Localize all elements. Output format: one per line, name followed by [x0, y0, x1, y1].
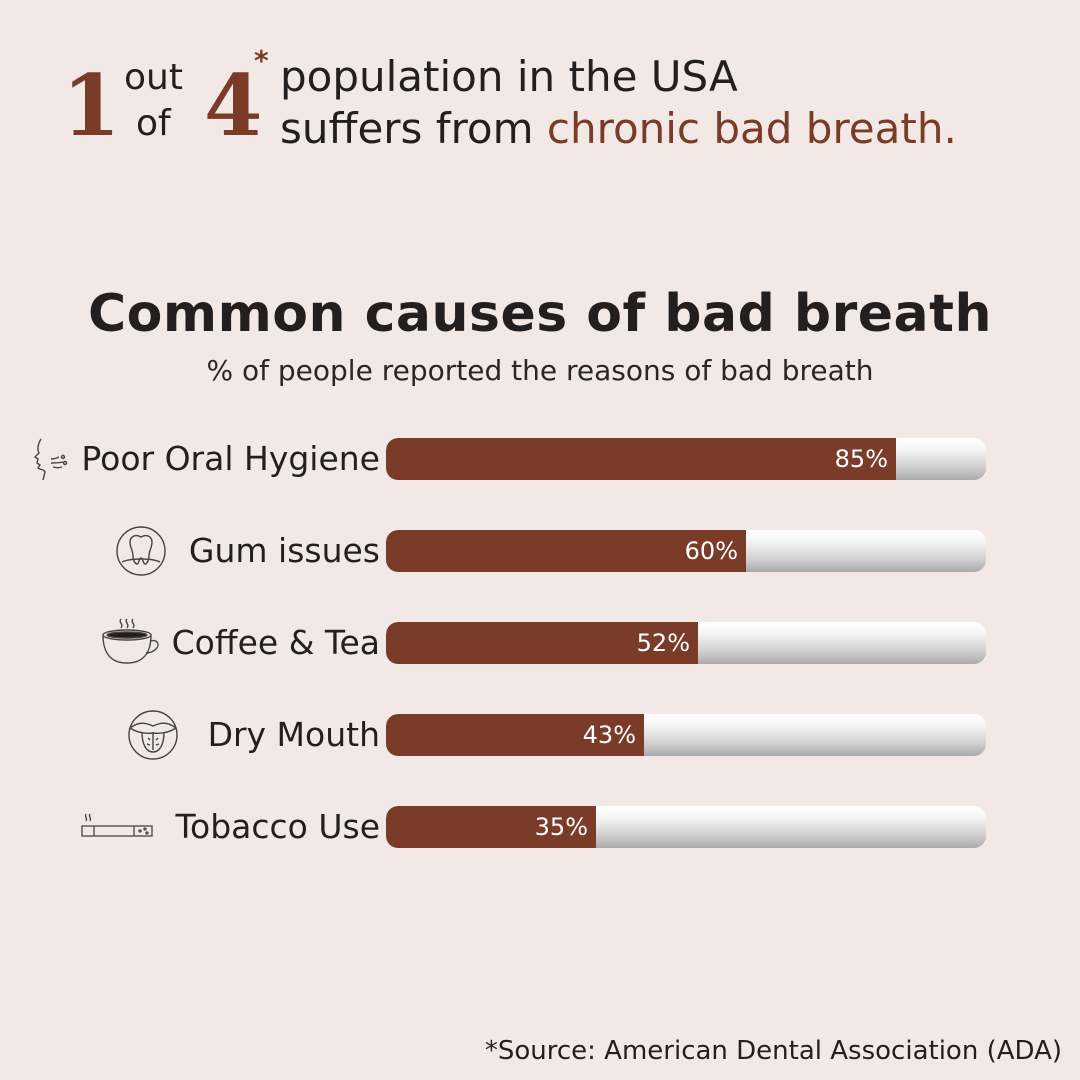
category-label: Tobacco Use — [175, 807, 380, 846]
bar-track: 35% — [386, 806, 986, 848]
bar-row: Poor Oral Hygiene 85% — [0, 438, 1080, 481]
breath-face-icon — [22, 438, 72, 481]
bar-fill: 35% — [386, 806, 596, 848]
bar-fill: 52% — [386, 622, 698, 664]
cigarette-icon — [78, 806, 156, 848]
category-label: Coffee & Tea — [171, 623, 380, 662]
bar-track: 60% — [386, 530, 986, 572]
bar-track: 43% — [386, 714, 986, 756]
bar-fill: 43% — [386, 714, 644, 756]
value-label: 52% — [636, 629, 690, 657]
bar-row: Gum issues 60% — [0, 526, 1080, 576]
value-label: 60% — [684, 537, 738, 565]
bar-row: Dry Mouth 43% — [0, 710, 1080, 760]
bar-fill: 60% — [386, 530, 746, 572]
footnote-asterisk: * — [254, 44, 269, 77]
bar-track: 85% — [386, 438, 986, 480]
category-label: Gum issues — [188, 531, 380, 570]
coffee-cup-icon — [98, 618, 162, 664]
stat-number-four: 4 — [204, 56, 263, 155]
headline-line-1: population in the USA — [280, 52, 738, 101]
tongue-icon — [124, 710, 182, 760]
bar-fill: 85% — [386, 438, 896, 480]
headline-line-2-prefix: suffers from — [280, 104, 534, 153]
word-out: out — [124, 57, 183, 98]
category-label: Dry Mouth — [207, 715, 380, 754]
category-label: Poor Oral Hygiene — [81, 439, 380, 478]
headline: 1 out of 4 * population in the USA suffe… — [0, 0, 1080, 200]
chart-title: Common causes of bad breath — [88, 284, 992, 344]
chart-subtitle: % of people reported the reasons of bad … — [206, 354, 874, 387]
source-note: *Source: American Dental Association (AD… — [484, 1036, 1062, 1066]
bar-row: Tobacco Use 35% — [0, 806, 1080, 848]
headline-accent-text: chronic bad breath. — [546, 104, 957, 153]
tooth-icon — [112, 526, 170, 576]
value-label: 43% — [582, 721, 636, 749]
bar-row: Coffee & Tea 52% — [0, 618, 1080, 664]
value-label: 35% — [534, 813, 588, 841]
stat-number-one: 1 — [62, 56, 121, 155]
bar-track: 52% — [386, 622, 986, 664]
headline-line-2: suffers from chronic bad breath. — [280, 108, 957, 150]
word-of: of — [136, 103, 171, 144]
value-label: 85% — [834, 445, 888, 473]
